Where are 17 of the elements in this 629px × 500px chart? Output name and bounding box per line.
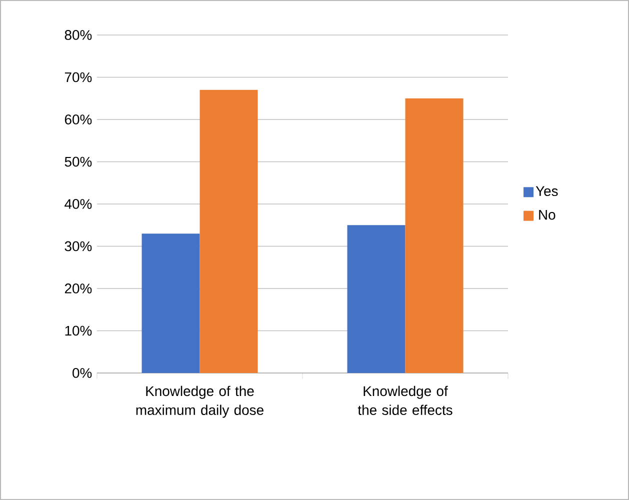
- x-tick-label: Knowledge of the maximum daily dose: [136, 386, 264, 418]
- y-tick-label: 80%: [64, 30, 92, 40]
- bar: [347, 225, 406, 373]
- x-tick-label: Knowledge of the side effects: [358, 386, 452, 416]
- legend-label: No: [539, 210, 556, 220]
- y-tick-label: 70%: [64, 72, 92, 82]
- y-tick-label: 20%: [64, 284, 92, 294]
- bar: [142, 234, 200, 373]
- bar: [200, 90, 258, 373]
- y-tick-label: 10%: [65, 326, 92, 336]
- y-tick-label: 40%: [64, 199, 92, 209]
- y-tick-label: 30%: [64, 241, 92, 252]
- y-tick-label: 0%: [72, 368, 92, 378]
- legend-label: Yes: [536, 186, 558, 196]
- y-tick-label: 50%: [64, 156, 92, 167]
- y-tick-label: 60%: [64, 114, 92, 124]
- bar: [405, 98, 464, 373]
